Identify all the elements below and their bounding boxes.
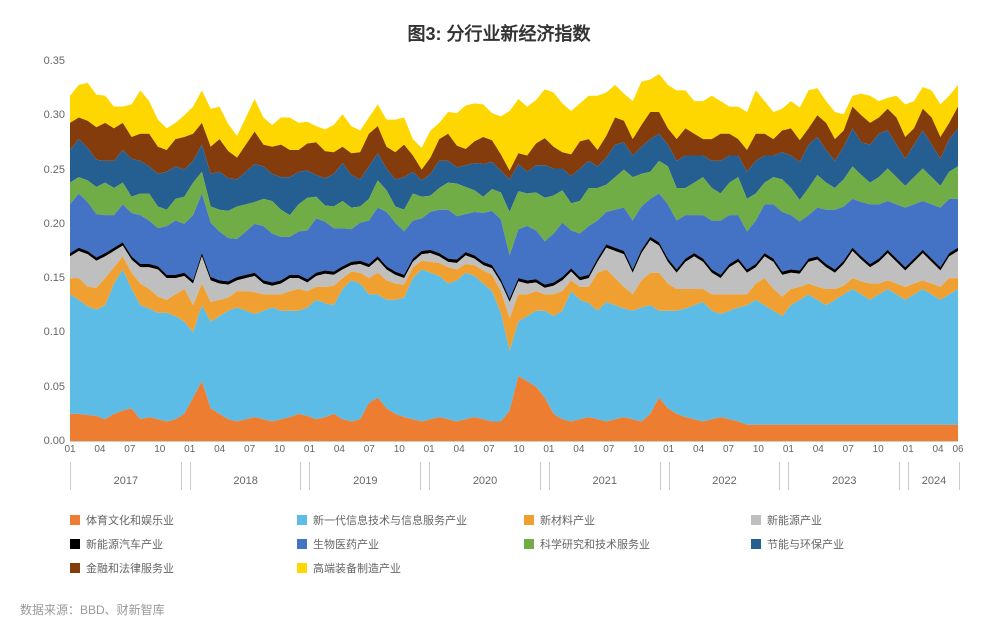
x-month-label: 07 (483, 444, 494, 455)
x-month-label: 04 (454, 444, 465, 455)
x-month-label: 07 (843, 444, 854, 455)
chart-container: 0.000.050.100.150.200.250.300.35 01 04 07 1… (70, 61, 958, 492)
legend-item: 生物医药产业 (297, 536, 504, 552)
y-tick-label: 0.05 (25, 381, 65, 393)
x-year-label: 2021 (549, 462, 661, 490)
legend-label: 新材料产业 (540, 512, 595, 528)
legend-item: 体育文化和娱乐业 (70, 512, 277, 528)
chart-title: 图3: 分行业新经济指数 (20, 20, 978, 46)
legend-label: 节能与环保产业 (767, 536, 844, 552)
legend-swatch (751, 539, 761, 549)
legend-label: 新能源汽车产业 (86, 536, 163, 552)
x-year-label: 2017 (70, 462, 182, 490)
y-tick-label: 0.10 (25, 326, 65, 338)
legend-item: 金融和法律服务业 (70, 560, 277, 576)
x-year-label: 2019 (309, 462, 421, 490)
legend-swatch (751, 515, 761, 525)
x-month-label: 10 (513, 444, 524, 455)
x-month-label: 04 (932, 444, 943, 455)
y-tick-label: 0.15 (25, 272, 65, 284)
y-tick-label: 0.35 (25, 55, 65, 67)
y-tick-label: 0.25 (25, 164, 65, 176)
x-month-label: 10 (633, 444, 644, 455)
x-month-label: 01 (663, 444, 674, 455)
x-month-label: 01 (304, 444, 315, 455)
legend-swatch (70, 515, 80, 525)
x-month-label: 10 (753, 444, 764, 455)
legend-item: 新一代信息技术与信息服务产业 (297, 512, 504, 528)
x-month-label: 01 (64, 444, 75, 455)
y-tick-label: 0.00 (25, 435, 65, 447)
area-chart-svg (70, 61, 958, 441)
legend-swatch (524, 539, 534, 549)
x-month-label: 06 (952, 444, 963, 455)
x-year-label: 2018 (190, 462, 302, 490)
x-month-label: 04 (334, 444, 345, 455)
x-month-label: 04 (693, 444, 704, 455)
x-month-label: 04 (573, 444, 584, 455)
x-month-label: 10 (394, 444, 405, 455)
x-month-label: 07 (364, 444, 375, 455)
x-month-label: 01 (543, 444, 554, 455)
legend-item: 新能源汽车产业 (70, 536, 277, 552)
legend-label: 体育文化和娱乐业 (86, 512, 174, 528)
legend-swatch (297, 563, 307, 573)
legend-swatch (297, 539, 307, 549)
legend-swatch (524, 515, 534, 525)
x-month-label: 04 (214, 444, 225, 455)
legend-label: 高端装备制造产业 (313, 560, 401, 576)
legend-label: 生物医药产业 (313, 536, 379, 552)
plot-area: 0.000.050.100.150.200.250.300.35 (70, 61, 958, 442)
x-axis: 01 04 07 10 01 04 07 10 01 04 07 10 01 04 07 10 01 04 07 10… (70, 442, 958, 492)
data-source: 数据来源：BBD、财新智库 (20, 601, 978, 618)
x-month-label: 10 (873, 444, 884, 455)
x-month-label: 10 (274, 444, 285, 455)
y-axis: 0.000.050.100.150.200.250.300.35 (25, 61, 65, 441)
x-axis-years: 20172018201920202021202220232024 (70, 462, 958, 492)
x-month-label: 01 (783, 444, 794, 455)
legend-swatch (70, 539, 80, 549)
x-year-label: 2022 (669, 462, 781, 490)
legend-label: 科学研究和技术服务业 (540, 536, 650, 552)
x-month-label: 07 (244, 444, 255, 455)
x-month-label: 07 (723, 444, 734, 455)
legend-item: 高端装备制造产业 (297, 560, 504, 576)
x-month-label: 04 (94, 444, 105, 455)
y-tick-label: 0.20 (25, 218, 65, 230)
legend-item: 新材料产业 (524, 512, 731, 528)
x-month-label: 07 (603, 444, 614, 455)
legend-label: 新一代信息技术与信息服务产业 (313, 512, 467, 528)
legend-label: 金融和法律服务业 (86, 560, 174, 576)
legend-item: 科学研究和技术服务业 (524, 536, 731, 552)
legend: 体育文化和娱乐业 新一代信息技术与信息服务产业 新材料产业 新能源产业新能源汽车产业 生… (70, 512, 958, 576)
y-tick-label: 0.30 (25, 109, 65, 121)
x-month-label: 10 (154, 444, 165, 455)
legend-swatch (297, 515, 307, 525)
x-axis-months: 01 04 07 10 01 04 07 10 01 04 07 10 01 04 07 10 01 04 07 10… (70, 442, 958, 460)
x-year-label: 2020 (429, 462, 541, 490)
x-month-label: 01 (424, 444, 435, 455)
x-year-label: 2023 (788, 462, 900, 490)
x-month-label: 04 (813, 444, 824, 455)
x-month-label: 01 (903, 444, 914, 455)
x-year-label: 2024 (908, 462, 960, 490)
legend-item: 节能与环保产业 (751, 536, 958, 552)
legend-swatch (70, 563, 80, 573)
x-month-label: 01 (184, 444, 195, 455)
legend-label: 新能源产业 (767, 512, 822, 528)
legend-item: 新能源产业 (751, 512, 958, 528)
x-month-label: 07 (124, 444, 135, 455)
